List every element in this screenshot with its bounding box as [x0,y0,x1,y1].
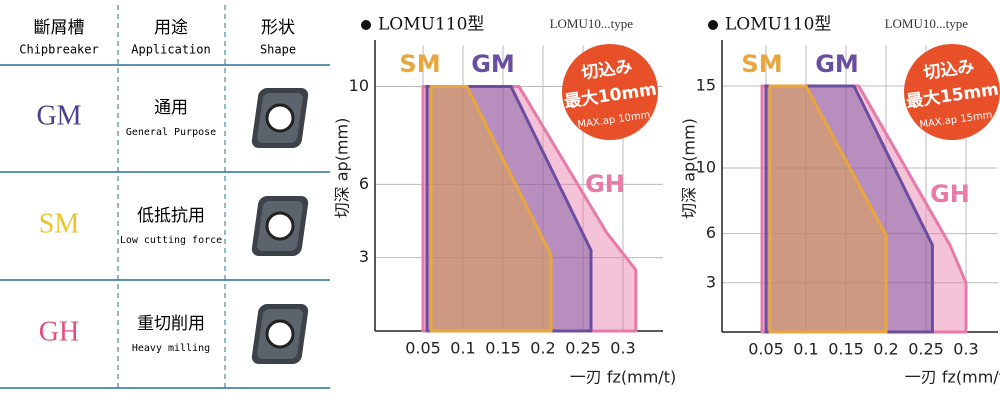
y-tick-label: 10 [349,76,369,95]
header-zh: 形状 [261,18,295,38]
y-tick-label: 3 [359,247,369,266]
x-tick-label: 0.3 [610,339,635,358]
chart-title: LOMU110型 [378,15,484,35]
x-tick-label: 0.3 [953,340,978,359]
insert-icon [251,304,309,364]
header-en: Chipbreaker [19,43,98,57]
x-tick-label: 0.25 [908,340,944,359]
application-en: General Purpose [126,127,216,138]
chart-title: LOMU110型 [725,15,831,35]
y-tick-label: 3 [706,272,716,291]
application-zh: 重切削用 [137,314,205,334]
x-axis-label: 一刃 fz(mm/t) [570,368,676,387]
header-zh: 斷屑槽 [34,18,85,38]
title-bullet [361,20,371,30]
chart: LOMU110型 LOMU10...type 0.05 0.1 0.15 0.2 0.25 0… [680,15,1000,387]
y-tick-label: 15 [696,76,716,95]
series-label: SM [741,50,782,78]
application-zh: 通用 [154,98,188,118]
series-label: GM [815,50,859,78]
insert-icon [251,196,309,256]
x-tick-label: 0.2 [873,340,898,359]
application-zh: 低抵抗用 [137,206,205,226]
series-label: SM [399,50,440,78]
x-axis-label: 一刃 fz(mm/t) [905,368,1000,387]
chipbreaker-code: SM [39,208,80,239]
insert-icon [251,88,309,148]
chipbreaker-code: GM [36,100,81,131]
series-label: GH [585,170,625,198]
header-en: Shape [260,43,296,57]
chipbreaker-code: GH [39,316,79,347]
x-tick-label: 0.15 [485,339,521,358]
y-axis-label: 切深 ap(mm) [680,118,699,219]
header-en: Application [131,43,210,57]
y-tick-label: 6 [706,223,716,242]
y-tick-label: 10 [696,158,716,177]
application-en: Heavy milling [132,343,210,354]
x-tick-label: 0.25 [565,339,601,358]
chart-subtitle: LOMU10...type [550,16,634,31]
title-bullet [708,20,718,30]
y-axis-label: 切深 ap(mm) [333,118,352,219]
header-zh: 用途 [154,18,188,38]
application-en: Low cutting force [120,235,222,246]
x-tick-label: 0.1 [450,339,475,358]
series-label: GM [471,50,515,78]
x-tick-label: 0.15 [828,340,864,359]
x-tick-label: 0.05 [748,340,784,359]
series-label: GH [930,180,970,208]
x-tick-label: 0.2 [530,339,555,358]
y-tick-label: 6 [359,174,369,193]
chart-subtitle: LOMU10...type [885,16,969,31]
x-tick-label: 0.1 [793,340,818,359]
chart: LOMU110型 LOMU10...type 0.05 0.1 0.15 0.2 0.25 0… [333,15,677,387]
x-tick-label: 0.05 [405,339,441,358]
